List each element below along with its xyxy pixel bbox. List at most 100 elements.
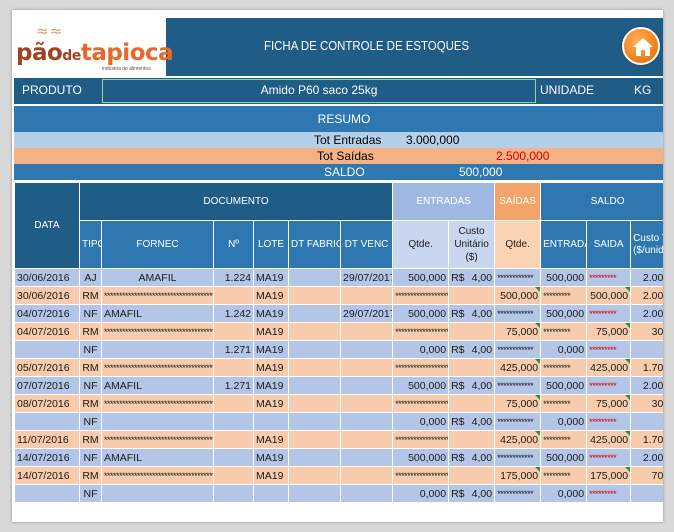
cell-data[interactable]: 04/07/2016 bbox=[14, 322, 80, 341]
cell-sal-saida[interactable]: 425,000 bbox=[586, 430, 632, 449]
cell-sal-entrada[interactable]: ********* bbox=[540, 358, 588, 377]
cell-qtde-ent[interactable]: ********************************** bbox=[392, 466, 450, 485]
cell-qtde-ent[interactable]: ********************************** bbox=[392, 430, 450, 449]
cell-sal-entrada[interactable]: ********* bbox=[540, 322, 588, 341]
cell-data[interactable]: 14/07/2016 bbox=[14, 448, 80, 467]
cell-sal-entrada[interactable]: 0,000 bbox=[540, 412, 588, 431]
cell-custo-tot[interactable]: 2.000, bbox=[630, 448, 663, 467]
cell-lote[interactable]: MA19 bbox=[253, 322, 289, 341]
cell-sal-entrada[interactable]: ********* bbox=[540, 466, 588, 485]
cell-data[interactable]: 05/07/2016 bbox=[14, 358, 80, 377]
cell-n[interactable]: 1.224 bbox=[213, 268, 254, 287]
cell-tipo[interactable]: NF bbox=[79, 304, 102, 323]
cell-sal-saida[interactable]: 75,000 bbox=[586, 322, 632, 341]
cell-sal-saida[interactable]: 425,000 bbox=[586, 358, 632, 377]
cell-dt-venc[interactable]: 29/07/2017 bbox=[339, 268, 394, 287]
cell-qtde-ent[interactable]: ********************************** bbox=[392, 358, 450, 377]
cell-data[interactable]: 08/07/2016 bbox=[14, 394, 80, 413]
cell-qtde-sai[interactable]: 425,000 bbox=[494, 358, 542, 377]
cell-lote[interactable]: MA19 bbox=[253, 268, 289, 287]
cell-sal-saida[interactable]: 175,000 bbox=[586, 466, 632, 485]
cell-data[interactable]: 07/07/2016 bbox=[14, 376, 80, 395]
cell-qtde-sai[interactable]: 175,000 bbox=[494, 466, 542, 485]
cell-custo-tot[interactable]: 2.000, bbox=[630, 376, 663, 395]
cell-qtde-sai[interactable]: ************ bbox=[494, 412, 542, 431]
cell-qtde-ent[interactable]: ********************************** bbox=[392, 394, 450, 413]
cell-fornec[interactable]: AMAFIL bbox=[101, 304, 214, 323]
cell-sal-entrada[interactable]: 500,000 bbox=[540, 304, 588, 323]
cell-dt-venc[interactable] bbox=[339, 394, 394, 413]
cell-dt-venc[interactable] bbox=[339, 412, 394, 431]
cell-lote[interactable]: MA19 bbox=[253, 466, 289, 485]
cell-qtde-ent[interactable]: 500,000 bbox=[392, 376, 450, 395]
cell-qtde-sai[interactable]: 425,000 bbox=[494, 430, 542, 449]
cell-custo-tot[interactable]: 300, bbox=[630, 394, 663, 413]
cell-n[interactable] bbox=[213, 286, 254, 305]
cell-lote[interactable]: MA19 bbox=[253, 358, 289, 377]
cell-sal-entrada[interactable]: 0,000 bbox=[540, 340, 588, 359]
cell-n[interactable]: 1.271 bbox=[213, 376, 254, 395]
cell-qtde-ent[interactable]: ********************************** bbox=[392, 286, 450, 305]
cell-qtde-ent[interactable]: 500,000 bbox=[392, 304, 450, 323]
cell-dt-venc[interactable] bbox=[339, 466, 394, 485]
cell-dt-fabric[interactable] bbox=[288, 268, 341, 287]
cell-dt-fabric[interactable] bbox=[288, 304, 341, 323]
cell-qtde-sai[interactable]: 75,000 bbox=[494, 322, 542, 341]
cell-data[interactable] bbox=[14, 340, 80, 359]
cell-custo[interactable] bbox=[448, 466, 496, 485]
cell-qtde-sai[interactable]: 500,000 bbox=[494, 286, 542, 305]
cell-fornec[interactable]: AMAFIL bbox=[101, 376, 214, 395]
cell-fornec[interactable] bbox=[101, 340, 214, 359]
cell-tipo[interactable]: NF bbox=[79, 340, 102, 359]
cell-fornec[interactable] bbox=[101, 484, 214, 503]
cell-dt-fabric[interactable] bbox=[288, 430, 341, 449]
cell-data[interactable] bbox=[14, 412, 80, 431]
cell-tipo[interactable]: NF bbox=[79, 448, 102, 467]
cell-dt-venc[interactable]: 29/07/2017 bbox=[339, 304, 394, 323]
cell-dt-venc[interactable] bbox=[339, 376, 394, 395]
cell-n[interactable] bbox=[213, 466, 254, 485]
cell-custo-tot[interactable]: 0, bbox=[630, 484, 663, 503]
cell-qtde-ent[interactable]: ********************************** bbox=[392, 322, 450, 341]
cell-dt-venc[interactable] bbox=[339, 430, 394, 449]
cell-dt-fabric[interactable] bbox=[288, 286, 341, 305]
cell-dt-venc[interactable] bbox=[339, 358, 394, 377]
cell-qtde-ent[interactable]: 0,000 bbox=[392, 484, 450, 503]
cell-qtde-sai[interactable]: ************ bbox=[494, 304, 542, 323]
cell-dt-fabric[interactable] bbox=[288, 340, 341, 359]
cell-n[interactable]: 1.242 bbox=[213, 304, 254, 323]
cell-qtde-ent[interactable]: 0,000 bbox=[392, 340, 450, 359]
cell-custo-tot[interactable]: 2.000, bbox=[630, 268, 663, 287]
cell-n[interactable]: 1.271 bbox=[213, 340, 254, 359]
cell-fornec[interactable]: AMAFIL bbox=[101, 448, 214, 467]
cell-fornec[interactable]: ****************************************… bbox=[101, 466, 214, 485]
cell-custo[interactable]: R$ 4,00 bbox=[448, 268, 496, 287]
cell-custo-tot[interactable]: 2.000, bbox=[630, 286, 663, 305]
cell-lote[interactable]: MA19 bbox=[253, 394, 289, 413]
cell-dt-fabric[interactable] bbox=[288, 412, 341, 431]
cell-qtde-ent[interactable]: 0,000 bbox=[392, 412, 450, 431]
cell-lote[interactable]: MA19 bbox=[253, 304, 289, 323]
cell-tipo[interactable]: AJ bbox=[79, 268, 102, 287]
cell-qtde-sai[interactable]: ************ bbox=[494, 484, 542, 503]
cell-data[interactable]: 04/07/2016 bbox=[14, 304, 80, 323]
home-button[interactable] bbox=[622, 27, 660, 65]
cell-sal-saida[interactable]: ********* bbox=[586, 376, 632, 395]
cell-custo[interactable] bbox=[448, 358, 496, 377]
cell-n[interactable] bbox=[213, 412, 254, 431]
cell-custo[interactable]: R$ 4,00 bbox=[448, 412, 496, 431]
cell-sal-saida[interactable]: ********* bbox=[586, 340, 632, 359]
cell-lote[interactable]: MA19 bbox=[253, 286, 289, 305]
cell-custo[interactable]: R$ 4,00 bbox=[448, 340, 496, 359]
cell-lote[interactable] bbox=[253, 484, 289, 503]
cell-sal-entrada[interactable]: 500,000 bbox=[540, 268, 588, 287]
cell-sal-entrada[interactable]: ********* bbox=[540, 394, 588, 413]
cell-custo-tot[interactable]: 0, bbox=[630, 340, 663, 359]
cell-custo[interactable] bbox=[448, 394, 496, 413]
cell-fornec[interactable] bbox=[101, 412, 214, 431]
cell-dt-venc[interactable] bbox=[339, 322, 394, 341]
cell-custo[interactable]: R$ 4,00 bbox=[448, 376, 496, 395]
cell-lote[interactable]: MA19 bbox=[253, 430, 289, 449]
cell-custo-tot[interactable]: 2.000, bbox=[630, 304, 663, 323]
cell-fornec[interactable]: ****************************************… bbox=[101, 394, 214, 413]
